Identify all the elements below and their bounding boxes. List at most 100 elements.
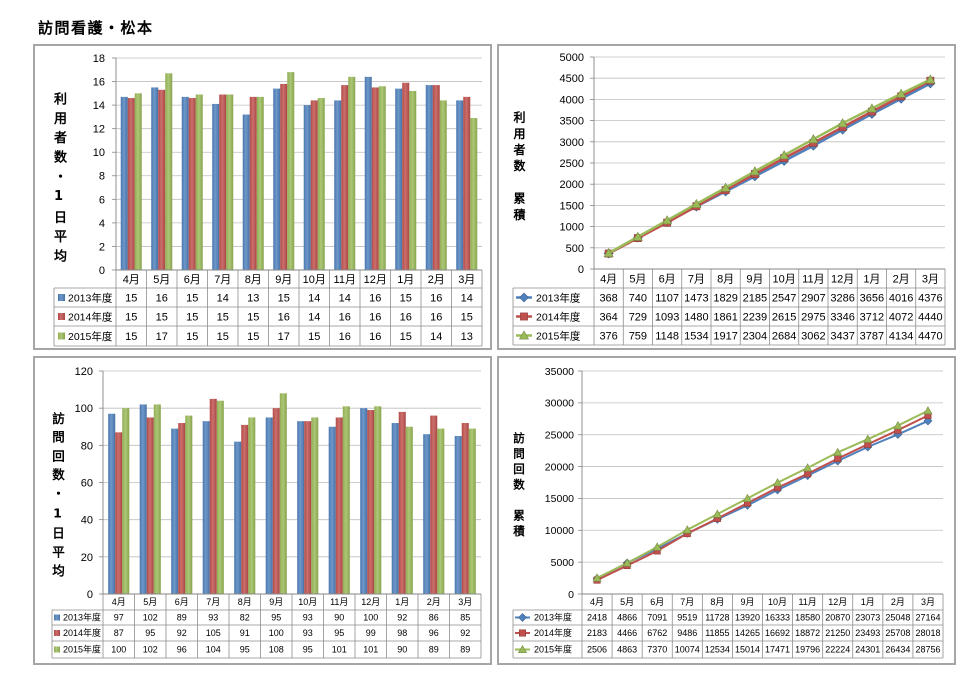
visits-daily-avg-table-value-cell: 96 <box>429 628 439 638</box>
users-cumulative-point-2-8 <box>837 118 848 128</box>
visits-daily-avg-table-value-cell: 98 <box>397 628 407 638</box>
visits-daily-avg-table-value-cell: 95 <box>240 645 250 655</box>
visits-cumulative-y-tick-label: 15000 <box>545 493 574 505</box>
users-daily-avg-y-tick-label: 6 <box>99 194 105 206</box>
users-daily-avg-table-value-cell: 15 <box>186 292 198 304</box>
visits-daily-avg-table-header-cell: 4月 <box>112 597 126 607</box>
visits-daily-avg-table-value-cell: 95 <box>334 628 344 638</box>
users-cumulative-data-table: 4月 5月 6月 7月 8月 9月 10月 11月 12月 1月 2月 3月 2013年度 368 740 1… <box>512 268 946 346</box>
users-cumulative-point-2-4 <box>720 182 731 192</box>
visits-daily-avg-bar-2-3 <box>216 400 224 594</box>
visits-cumulative-table-header-cell: 5月 <box>620 597 634 607</box>
users-cumulative-table-value-cell: 3787 <box>860 330 884 342</box>
visits-daily-avg-legend-key-0 <box>54 614 60 621</box>
visits-daily-avg-bar-1-11 <box>461 423 469 594</box>
visits-cumulative-point-2-7 <box>803 463 813 472</box>
users-cumulative-table-value-cell: 1148 <box>655 330 679 342</box>
users-cumulative-table-value-cell: 2547 <box>772 292 796 304</box>
visits-daily-avg-y-tick-label: 40 <box>81 515 93 527</box>
users-cumulative-legend-label: 2013年度 <box>536 291 581 304</box>
users-daily-avg-table-value-cell: 16 <box>339 311 351 323</box>
visits-cumulative-legend-marker-1 <box>518 629 526 637</box>
visits-daily-avg-table-header-cell: 12月 <box>361 597 380 607</box>
visits-daily-avg-bar-1-5 <box>272 408 280 594</box>
visits-daily-avg-table-value-cell: 89 <box>460 645 470 655</box>
users-daily-avg-table-header-cell: 5月 <box>153 274 170 286</box>
users-daily-avg-table-value-cell: 15 <box>400 292 412 304</box>
users-cumulative-table-value-cell: 3062 <box>801 330 825 342</box>
users-cumulative-point-2-0 <box>603 247 614 257</box>
visits-cumulative-table-header-cell: 8月 <box>710 597 724 607</box>
users-cumulative-table-value-cell: 1829 <box>713 292 737 304</box>
visits-cumulative-table-value-cell: 18872 <box>795 628 820 638</box>
users-cumulative-table-value-cell: 1534 <box>684 330 708 342</box>
users-daily-avg-legend-label: 2015年度 <box>68 330 113 343</box>
users-cumulative-table-header-cell: 10月 <box>773 273 796 285</box>
users-daily-avg-data-table: 4月 5月 6月 7月 8月 9月 10月 11月 12月 1月 2月 3月 2013年度 15 16 15 1… <box>53 269 483 347</box>
visits-daily-avg-bar-0-5 <box>265 417 273 594</box>
users-daily-avg-y-tick-label: 18 <box>93 53 105 65</box>
users-daily-avg-table-value-cell: 16 <box>369 292 381 304</box>
visits-daily-avg-table-value-cell: 82 <box>240 613 250 623</box>
users-cumulative-y-tick-label: 1000 <box>560 222 584 234</box>
users-daily-avg-bar-chart: 0 2 4 6 8 10 12 14 16 18 4月 5月 6月 7月 8月 9月 10月 11月 12月 1月 2月… <box>53 53 483 347</box>
visits-daily-avg-table-value-cell: 96 <box>177 645 187 655</box>
users-daily-avg-legend-key-2 <box>58 332 65 340</box>
users-cumulative-table-value-cell: 2684 <box>772 330 796 342</box>
visits-daily-avg-bar-1-0 <box>115 432 123 594</box>
visits-daily-avg-table-value-cell: 95 <box>271 613 281 623</box>
users-daily-avg-table-value-cell: 15 <box>125 311 137 323</box>
visits-daily-avg-table-value-cell: 100 <box>111 645 126 655</box>
visits-cumulative-table-value-cell: 11855 <box>705 628 729 638</box>
visits-cumulative-y-tick-label: 10000 <box>545 525 574 537</box>
visits-daily-avg-table-header-cell: 2月 <box>427 597 441 607</box>
users-daily-avg-table-header-cell: 8月 <box>245 274 262 286</box>
users-daily-avg-table-value-cell: 15 <box>461 311 473 323</box>
users-cumulative-table-value-cell: 364 <box>599 311 617 323</box>
users-daily-avg-bar-0-4 <box>242 114 250 270</box>
users-daily-avg-bar-0-5 <box>273 88 281 271</box>
visits-daily-avg-bar-chart: 0 20 40 60 80 100 120 4月 5月 6月 7月 8月 9月 10月 11月 12月 1月 2月… <box>51 366 482 659</box>
users-daily-avg-bar-2-6 <box>317 98 325 270</box>
visits-cumulative-table-header-cell: 12月 <box>828 597 847 607</box>
users-daily-avg-bar-2-11 <box>470 118 478 270</box>
users-daily-avg-bar-1-5 <box>280 83 288 270</box>
visits-cumulative-data-table: 4月 5月 6月 7月 8月 9月 10月 11月 12月 1月 2月 3月 2013年度 2418 486… <box>512 593 944 659</box>
visits-daily-avg-bar-2-10 <box>437 428 445 594</box>
users-cumulative-table-value-cell: 4440 <box>918 311 942 323</box>
visits-daily-avg-y-tick-label: 20 <box>81 552 93 564</box>
users-cumulative-table-value-cell: 3346 <box>830 311 854 323</box>
users-daily-avg-table-value-cell: 16 <box>339 331 351 343</box>
visits-daily-avg-bar-1-9 <box>398 411 406 594</box>
visits-cumulative-table-value-cell: 6762 <box>647 628 667 638</box>
users-daily-avg-bar-1-10 <box>432 85 440 270</box>
visits-cumulative-table-value-cell: 2506 <box>587 645 607 655</box>
users-daily-avg-table-header-cell: 11月 <box>334 274 356 286</box>
visits-cumulative-table-value-cell: 23073 <box>855 613 880 623</box>
users-daily-avg-bar-0-1 <box>151 87 159 270</box>
users-daily-avg-table-value-cell: 16 <box>156 292 168 304</box>
users-daily-avg-table-value-cell: 16 <box>369 311 381 323</box>
users-cumulative-legend-marker-2 <box>518 330 530 340</box>
visits-cumulative-table-header-cell: 6月 <box>650 597 664 607</box>
users-cumulative-y-tick-label: 5000 <box>560 52 584 64</box>
visits-cumulative-table-value-cell: 15014 <box>735 645 760 655</box>
visits-daily-avg-bar-2-1 <box>153 404 161 594</box>
users-cumulative-table-header-cell: 5月 <box>629 273 646 285</box>
visits-cumulative-table-value-cell: 13920 <box>735 613 760 623</box>
visits-daily-avg-bar-1-2 <box>178 423 186 594</box>
visits-daily-avg-y-tick-label: 100 <box>75 403 93 415</box>
users-daily-avg-y-tick-label: 10 <box>93 147 105 159</box>
users-cumulative-point-2-3 <box>691 198 702 208</box>
visits-daily-avg-bar-0-3 <box>202 421 210 594</box>
users-daily-avg-legend-key-0 <box>58 294 65 301</box>
users-daily-avg-table-value-cell: 15 <box>247 311 259 323</box>
visits-daily-avg-table-header-cell: 7月 <box>206 597 220 607</box>
visits-daily-avg-table-value-cell: 90 <box>334 613 344 623</box>
users-daily-avg-bar-2-5 <box>287 72 295 270</box>
users-daily-avg-bar-1-0 <box>127 98 135 270</box>
users-daily-avg-bar-1-9 <box>402 82 410 270</box>
visits-cumulative-y-tick-label: 30000 <box>545 398 574 410</box>
visits-daily-avg-bar-2-11 <box>468 428 476 594</box>
visits-cumulative-table-value-cell: 20870 <box>825 613 850 623</box>
